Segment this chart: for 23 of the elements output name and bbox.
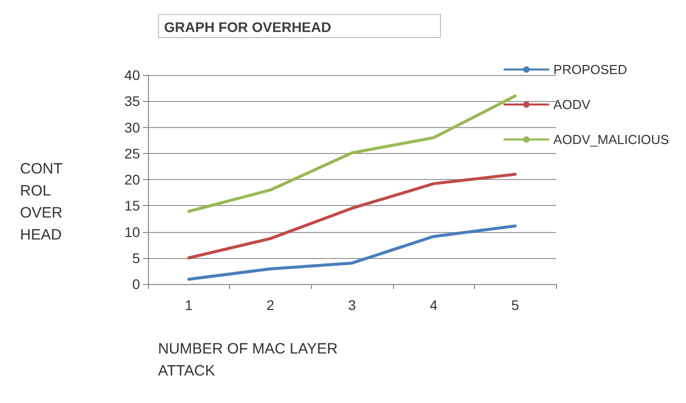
y-axis-title: CONT ROL OVER HEAD [20, 160, 63, 244]
x-tick-label: 4 [430, 297, 438, 313]
legend-label: AODV_MALICIOUS [553, 132, 670, 147]
y-tick-label: 20 [124, 172, 140, 188]
y-tick-label: 10 [124, 224, 140, 240]
y-tick-label: 35 [124, 93, 140, 110]
chart-title: GRAPH FOR OVERHEAD [164, 19, 332, 35]
x-tick-label: 1 [184, 297, 193, 313]
legend-label: AODV [553, 97, 591, 112]
line-series [187, 94, 517, 213]
y-tick-label: 5 [132, 250, 140, 266]
legend-label: PROPOSED [553, 62, 628, 77]
line-series [187, 224, 517, 281]
y-tick-label: 25 [124, 145, 140, 162]
x-tick-label: 3 [348, 297, 356, 313]
y-tick-label: 15 [124, 198, 140, 214]
line-series [187, 172, 517, 260]
x-tick-label: 2 [266, 297, 274, 313]
x-tick-label: 5 [511, 297, 520, 313]
x-axis-title: NUMBER OF MAC LAYER ATTACK [158, 340, 342, 380]
y-tick-label: 0 [132, 276, 140, 292]
y-tick-label: 30 [124, 119, 140, 136]
y-tick-label: 40 [124, 67, 140, 83]
